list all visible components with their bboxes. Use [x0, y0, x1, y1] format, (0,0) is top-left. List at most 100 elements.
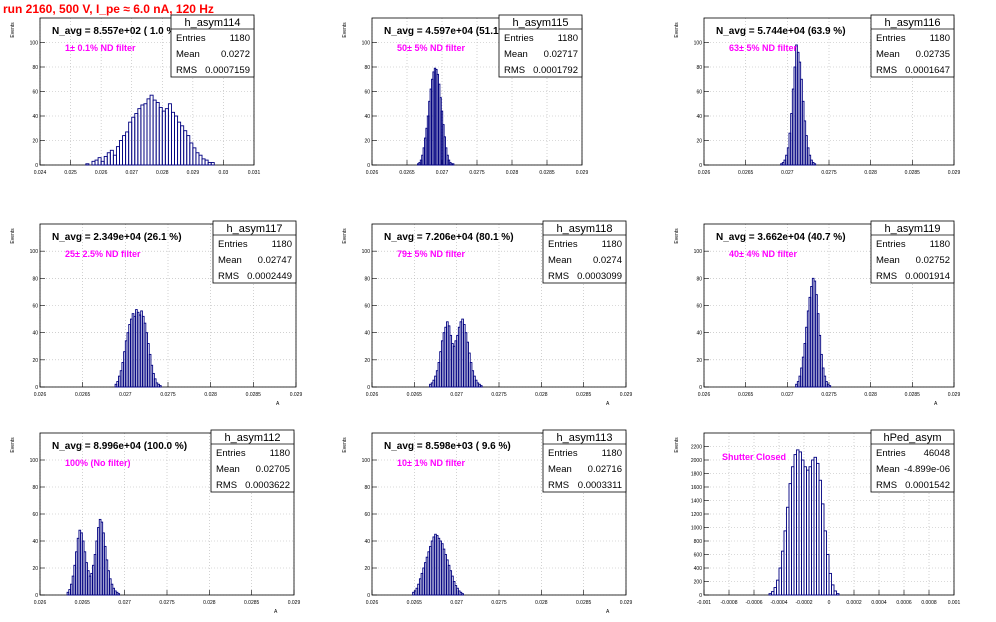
stats-label: RMS [548, 271, 569, 282]
stats-value: 1180 [930, 33, 950, 44]
navg-label: N_avg = 4.597e+04 (51.1 %) [384, 26, 514, 37]
histogram-panel-3: 0.026 0.0265 0.027 0.0275 0.028 0.0285 0.029 0 2… [10, 220, 303, 407]
tick-label-x: 0.001 [948, 600, 961, 606]
histogram-bar [146, 98, 151, 166]
histogram-bar [128, 121, 133, 166]
tick-label-x: 0.0285 [905, 392, 921, 398]
tick-label-x: 0.029 [290, 392, 303, 398]
tick-label-y: 40 [696, 114, 702, 120]
tick-label-y: 100 [694, 41, 703, 47]
stats-value: 0.0007159 [205, 65, 250, 76]
stats-value: 1180 [230, 33, 250, 44]
tick-label-x: 0.0285 [905, 170, 921, 176]
tick-label-y: 80 [696, 276, 702, 282]
stats-box-title: h_asym116 [884, 17, 940, 29]
tick-label-x: -0.0002 [796, 600, 813, 606]
histogram-bar [143, 103, 148, 166]
tick-label-x: 0.026 [95, 170, 108, 176]
tick-label-x: 0.0285 [244, 600, 260, 606]
stats-box-title: h_asym114 [184, 17, 240, 29]
histogram-panel-4: 0.026 0.0265 0.027 0.0275 0.028 0.0285 0.029 0 2… [342, 220, 632, 407]
plot-frame [703, 17, 955, 166]
histogram-panel-8: -0.001 -0.0008 -0.0006 -0.0004 -0.0002 0 0.000… [674, 429, 961, 606]
histogram-bar [828, 385, 832, 388]
histogram-bar [183, 130, 188, 166]
histogram-bar [174, 115, 179, 166]
tick-label-y: 0 [367, 163, 370, 169]
tick-label-y: 80 [32, 276, 38, 282]
histogram-bar [201, 158, 206, 166]
stats-label: Mean [876, 255, 900, 266]
axis-label-x: A [606, 401, 610, 407]
tick-label-y: 0 [35, 163, 38, 169]
filter-annotation: 63± 5% ND filter [729, 43, 797, 53]
tick-label-x: 0.0275 [469, 170, 485, 176]
tick-label-y: 600 [694, 553, 703, 559]
stats-label: Mean [218, 255, 242, 266]
tick-label-x: 0.0265 [399, 170, 415, 176]
tick-label-x: 0.024 [34, 170, 47, 176]
stats-value: 0.0003311 [578, 480, 622, 491]
tick-label-x: 0.0285 [576, 392, 592, 398]
tick-label-y: 80 [696, 65, 702, 71]
histogram-bar [125, 131, 130, 166]
tick-label-x: 0.0265 [738, 392, 754, 398]
stats-box [870, 220, 955, 284]
tick-label-y: 100 [30, 458, 39, 464]
tick-label-y: 40 [32, 539, 38, 545]
histogram-bar [207, 162, 212, 166]
histogram-bar [161, 110, 166, 166]
tick-label-x: 0.028 [864, 392, 877, 398]
histogram-bar [192, 147, 197, 166]
stats-label: RMS [176, 65, 197, 76]
filter-annotation: 79± 5% ND filter [397, 249, 465, 259]
tick-label-x: 0.0275 [821, 170, 837, 176]
histogram-bar [831, 584, 835, 596]
tick-label-x: -0.0006 [746, 600, 763, 606]
axis-label-x: A [276, 401, 280, 407]
axis-label-y: Events [674, 22, 680, 38]
tick-label-x: 0.025 [64, 170, 77, 176]
tick-label-x: 0.0265 [407, 600, 423, 606]
tick-label-y: 100 [362, 458, 371, 464]
tick-label-y: 1000 [691, 526, 702, 532]
histogram-bar [195, 152, 200, 166]
tick-label-y: 0 [35, 593, 38, 599]
histogram-bar [115, 146, 120, 166]
axis-label-y: Events [674, 228, 680, 244]
tick-label-x: 0.0265 [738, 170, 754, 176]
tick-label-x: 0.0285 [576, 600, 592, 606]
tick-label-x: 0.027 [781, 170, 794, 176]
axis-label-y: Events [10, 22, 16, 38]
stats-label: RMS [876, 480, 897, 491]
plot-frame [371, 432, 627, 596]
tick-label-x: 0.027 [436, 170, 449, 176]
plot-frame [371, 223, 627, 388]
histogram-bar [171, 111, 175, 166]
histogram-panel-1: 0.026 0.0265 0.027 0.0275 0.028 0.0285 0.029 0 2… [342, 14, 589, 176]
stats-box [542, 220, 627, 284]
histogram-bar [210, 162, 215, 166]
tick-label-x: -0.0008 [721, 600, 738, 606]
tick-label-y: 200 [694, 580, 703, 586]
tick-label-x: 0.0265 [407, 392, 423, 398]
tick-label-y: 1400 [691, 499, 702, 505]
histogram-bar [149, 94, 154, 166]
axis-label-y: Events [342, 22, 348, 38]
tick-label-y: 100 [30, 41, 39, 47]
tick-label-x: 0.0275 [821, 392, 837, 398]
tick-label-x: 0.027 [450, 392, 463, 398]
histogram-bar [94, 159, 99, 166]
stats-box [870, 14, 955, 78]
tick-label-y: 60 [364, 304, 370, 310]
stats-label: RMS [876, 65, 897, 76]
tick-label-x: 0.029 [576, 170, 589, 176]
tick-label-x: 0.0008 [921, 600, 937, 606]
stats-value: 1180 [272, 239, 292, 250]
histogram-bar [109, 149, 114, 166]
stats-value: -4.899e-06 [904, 464, 950, 475]
tick-label-y: 0 [699, 163, 702, 169]
stats-value: 0.0001647 [905, 65, 950, 76]
tick-label-y: 80 [364, 485, 370, 491]
stats-label: Entries [176, 33, 206, 44]
